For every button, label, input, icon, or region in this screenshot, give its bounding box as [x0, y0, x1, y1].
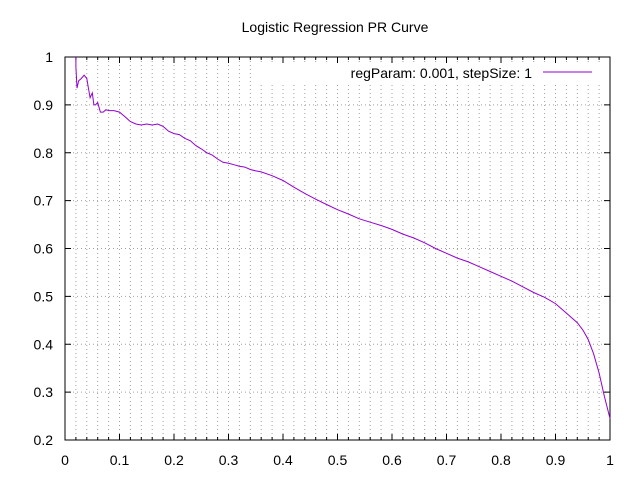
x-tick-label: 0.1 [110, 452, 130, 468]
y-tick-label: 1 [45, 49, 53, 65]
y-tick-label: 0.5 [34, 288, 54, 304]
y-tick-label: 0.8 [34, 145, 54, 161]
x-tick-label: 0.6 [382, 452, 402, 468]
series-group [75, 57, 611, 419]
x-tick-label: 0 [61, 452, 69, 468]
y-tick-label: 0.9 [34, 97, 54, 113]
legend: regParam: 0.001, stepSize: 1 [260, 64, 605, 82]
x-tick-label: 0.4 [273, 452, 293, 468]
y-tick-label: 0.2 [34, 432, 54, 448]
legend-label: regParam: 0.001, stepSize: 1 [351, 65, 533, 81]
x-tick-label: 1 [606, 452, 614, 468]
grid-lines [65, 57, 610, 440]
series-line [75, 57, 611, 419]
y-tick-label: 0.6 [34, 241, 54, 257]
x-tick-label: 0.7 [437, 452, 457, 468]
x-tick-label: 0.8 [491, 452, 511, 468]
x-tick-label: 0.9 [546, 452, 566, 468]
x-tick-label: 0.5 [328, 452, 348, 468]
x-tick-label: 0.3 [219, 452, 239, 468]
x-tick-label: 0.2 [164, 452, 184, 468]
plot-frame [64, 56, 611, 441]
x-axis: 0 0.1 0.2 0.3 0.4 0.5 0.6 0.7 0.8 0.9 1 [61, 57, 614, 468]
legend-background [260, 64, 605, 82]
y-tick-label: 0.7 [34, 193, 54, 209]
y-tick-label: 0.4 [34, 336, 54, 352]
chart-title: Logistic Regression PR Curve [242, 19, 429, 35]
y-tick-label: 0.3 [34, 384, 54, 400]
y-axis: 0.2 0.3 0.4 0.5 0.6 0.7 0.8 0.9 1 [34, 49, 610, 448]
